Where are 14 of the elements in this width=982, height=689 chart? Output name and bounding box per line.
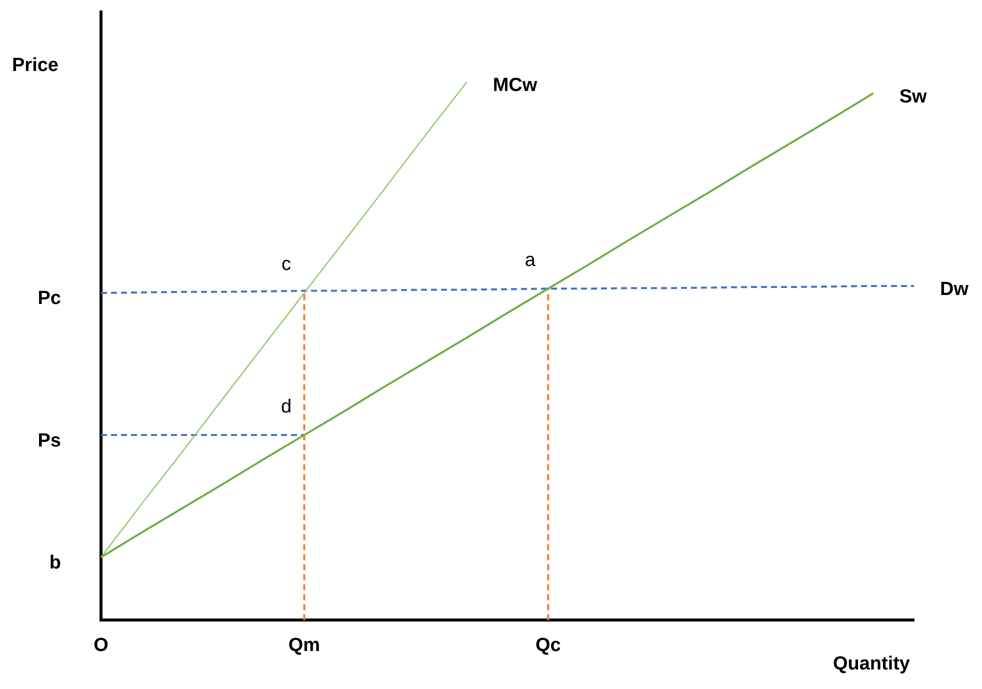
series-label: Sw [899,86,928,108]
x-tick-label: Qm [288,634,320,656]
annotation: d [280,396,292,418]
annotation: a [524,250,536,271]
series-label: Dw [940,279,969,300]
x-tick-label: Qc [535,634,562,656]
series-label: MCw [492,75,538,96]
x-axis-title: Quantity [832,653,910,674]
ref-line-label: Ps [38,430,61,452]
annotation: Pc [38,288,62,310]
annotation: c [282,254,291,276]
y-axis-title: Price [12,55,58,76]
annotation: b [49,552,61,574]
x-tick-label: O [94,634,108,656]
